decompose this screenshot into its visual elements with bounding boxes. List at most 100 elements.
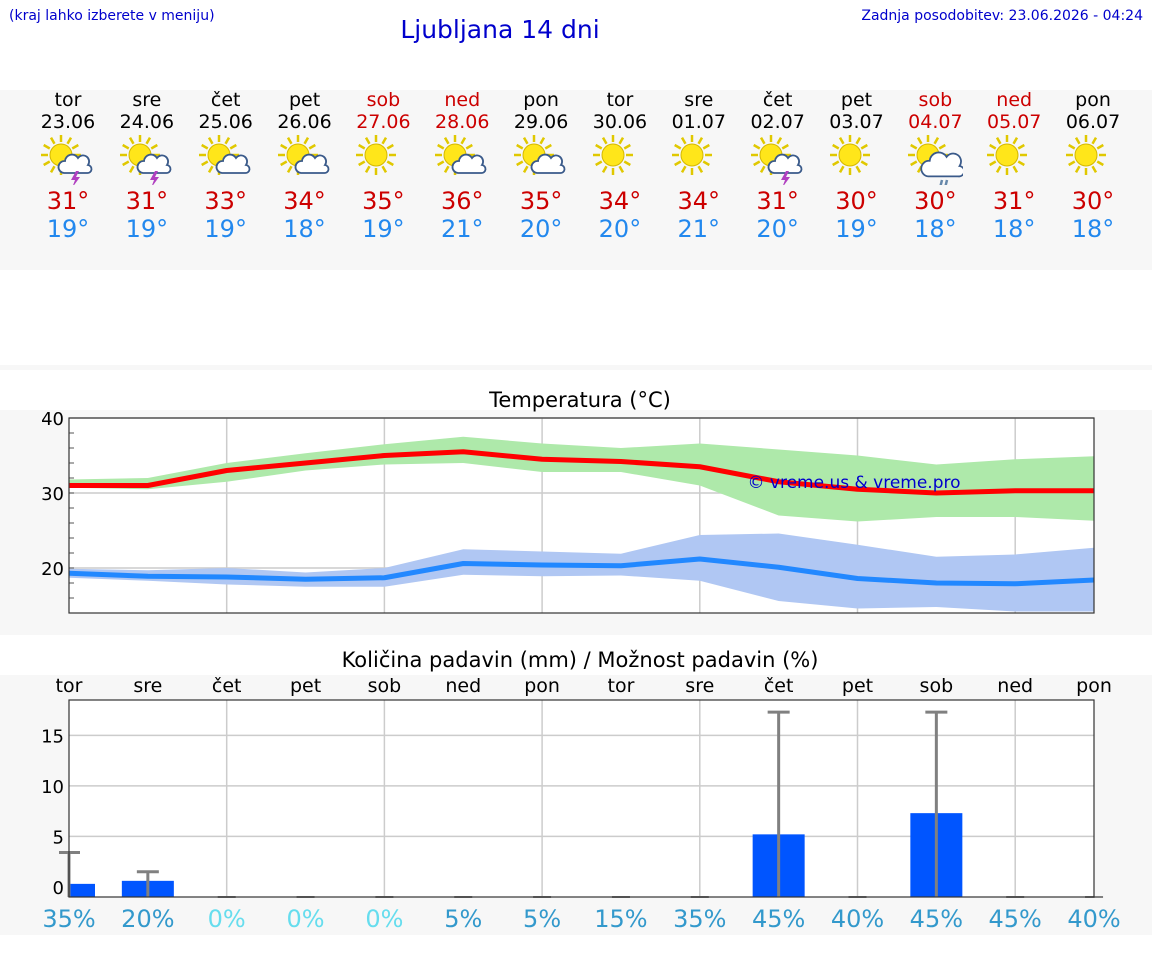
temp-min: 18° (914, 215, 957, 243)
x-tick-label: čet (212, 675, 242, 697)
day-date: 23.06 (40, 111, 96, 133)
sun-ray (381, 137, 388, 145)
sun-ray (759, 165, 766, 173)
sun-ray (759, 137, 766, 145)
min-temp-line (68, 556, 1095, 587)
sun-ray (776, 137, 782, 145)
range-band (69, 533, 1095, 612)
temp-max: 31° (46, 187, 90, 215)
temp-min: 19° (46, 215, 90, 243)
sun-ray (697, 137, 703, 145)
temp-max: 31° (992, 187, 1036, 215)
sun-icon (671, 135, 712, 175)
sun-disc (680, 143, 704, 167)
cloud (767, 153, 803, 174)
temp-min: 19° (835, 215, 878, 243)
sun-ray (996, 137, 1002, 145)
sun-ray (752, 143, 761, 150)
sun-ray (460, 137, 467, 145)
sun-ray (838, 137, 845, 145)
sun-ray (680, 137, 687, 145)
sun-ray (544, 143, 553, 150)
sun-ray (121, 160, 130, 167)
precip-bar (69, 883, 95, 897)
sun-icon (671, 135, 712, 175)
sun-disc (364, 143, 388, 167)
temp-min: 21° (677, 215, 721, 243)
day-column: tor 23.06 31° 19° (28, 89, 108, 243)
sun-ray (1074, 165, 1081, 173)
temp-max: 31° (125, 187, 169, 215)
day-column: ned 28.06 36° 21° (422, 89, 502, 243)
precip-probability: 40% (831, 905, 884, 933)
sun-ray (308, 143, 316, 150)
day-date: 27.06 (356, 111, 411, 133)
sun-ray (910, 160, 918, 167)
day-date: 02.07 (750, 111, 805, 133)
x-tick-label: pon (524, 675, 560, 697)
plot-frame (68, 417, 1095, 614)
x-tick-label: tor (56, 675, 83, 697)
sun-ray (516, 143, 524, 150)
sun-ray (680, 165, 687, 173)
sun-disc (995, 143, 1019, 167)
day-name: sob (366, 89, 401, 111)
plot-frame (68, 699, 1095, 898)
sun-ray (933, 137, 940, 145)
sun-ray (989, 160, 997, 167)
sun-ray (1074, 137, 1081, 145)
sun-ray (207, 137, 214, 145)
sun-ray (860, 160, 868, 167)
sun-ray (1012, 137, 1019, 145)
sun-ray (387, 143, 395, 150)
sun-ray (1091, 137, 1098, 145)
sun-ray (358, 143, 366, 150)
sun-ray (910, 143, 918, 150)
sun-ray (1096, 160, 1104, 167)
sun-ray (702, 160, 710, 167)
temp-min: 19° (204, 215, 247, 243)
temp-max: 30° (914, 187, 957, 215)
rain-drop (939, 179, 944, 185)
sun-ray (623, 143, 631, 150)
sun-icon (356, 135, 397, 175)
day-date: 30.06 (592, 111, 648, 133)
day-column: pon 06.07 30° 18° (1053, 89, 1133, 243)
page-title: Ljubljana 14 dni (400, 15, 600, 44)
precip-probability: 40% (1067, 905, 1120, 933)
sun-ray (1096, 143, 1104, 150)
day-name: ned (444, 89, 481, 111)
sun-ray (539, 137, 546, 145)
cloud (136, 153, 172, 174)
sun-ray (702, 143, 710, 150)
sun-cloud-icon (277, 135, 329, 175)
sun-ray (831, 160, 839, 167)
sun-cloud-icon (514, 135, 566, 175)
day-name: pon (1075, 89, 1111, 111)
sun-ray (465, 143, 474, 150)
sun-ray (594, 160, 603, 167)
day-column: čet 02.07 31° 20° (738, 89, 818, 243)
day-name: sob (918, 89, 953, 111)
max-temp-line (69, 449, 1095, 496)
lightning-bolt (71, 171, 80, 185)
sun-ray (365, 165, 371, 173)
sun-ray (697, 165, 703, 173)
sun-icon (829, 135, 870, 175)
sun-disc (838, 143, 861, 167)
sun-ray (150, 143, 158, 150)
sun-ray (279, 143, 287, 150)
sun-ray (752, 160, 761, 167)
precipitation-chart-title: Količina padavin (mm) / Možnost padavin … (341, 648, 819, 672)
temp-max: 34° (677, 187, 721, 215)
sun-ray (1017, 160, 1026, 167)
sun-ray (365, 137, 371, 145)
sun-cloud-icon (514, 135, 566, 175)
day-name: pet (840, 89, 873, 111)
x-tick-label: sob (368, 675, 402, 697)
temp-max: 35° (362, 187, 405, 215)
sun-cloud-icon (277, 135, 329, 175)
precip-probability: 45% (989, 905, 1042, 933)
sun-ray (1068, 143, 1076, 150)
cloud (215, 153, 251, 174)
